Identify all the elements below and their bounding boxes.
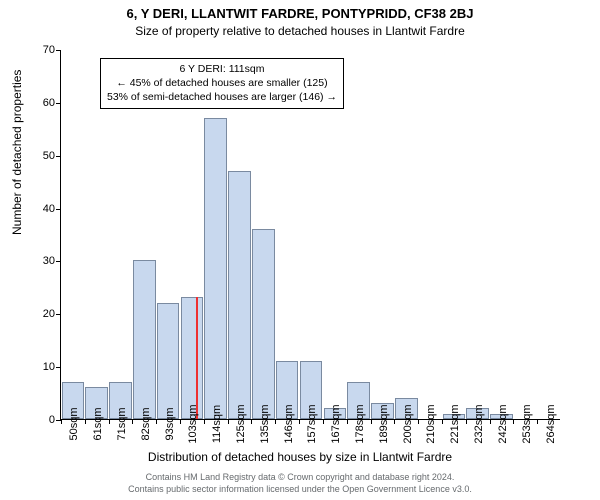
y-tick-label: 10 (15, 361, 55, 373)
footer-line-2: Contains public sector information licen… (0, 484, 600, 494)
chart-title-main: 6, Y DERI, LLANTWIT FARDRE, PONTYPRIDD, … (0, 6, 600, 21)
footer-line-1: Contains HM Land Registry data © Crown c… (0, 472, 600, 482)
y-tick-label: 60 (15, 97, 55, 109)
x-axis-label: Distribution of detached houses by size … (0, 450, 600, 464)
y-tick-label: 30 (15, 255, 55, 267)
y-tick-label: 0 (15, 414, 55, 426)
chart-title-sub: Size of property relative to detached ho… (0, 24, 600, 38)
y-tick-label: 20 (15, 308, 55, 320)
y-tick-label: 40 (15, 203, 55, 215)
y-tick-label: 70 (15, 44, 55, 56)
y-ticks: 010203040506070 (60, 50, 560, 420)
y-tick-label: 50 (15, 150, 55, 162)
